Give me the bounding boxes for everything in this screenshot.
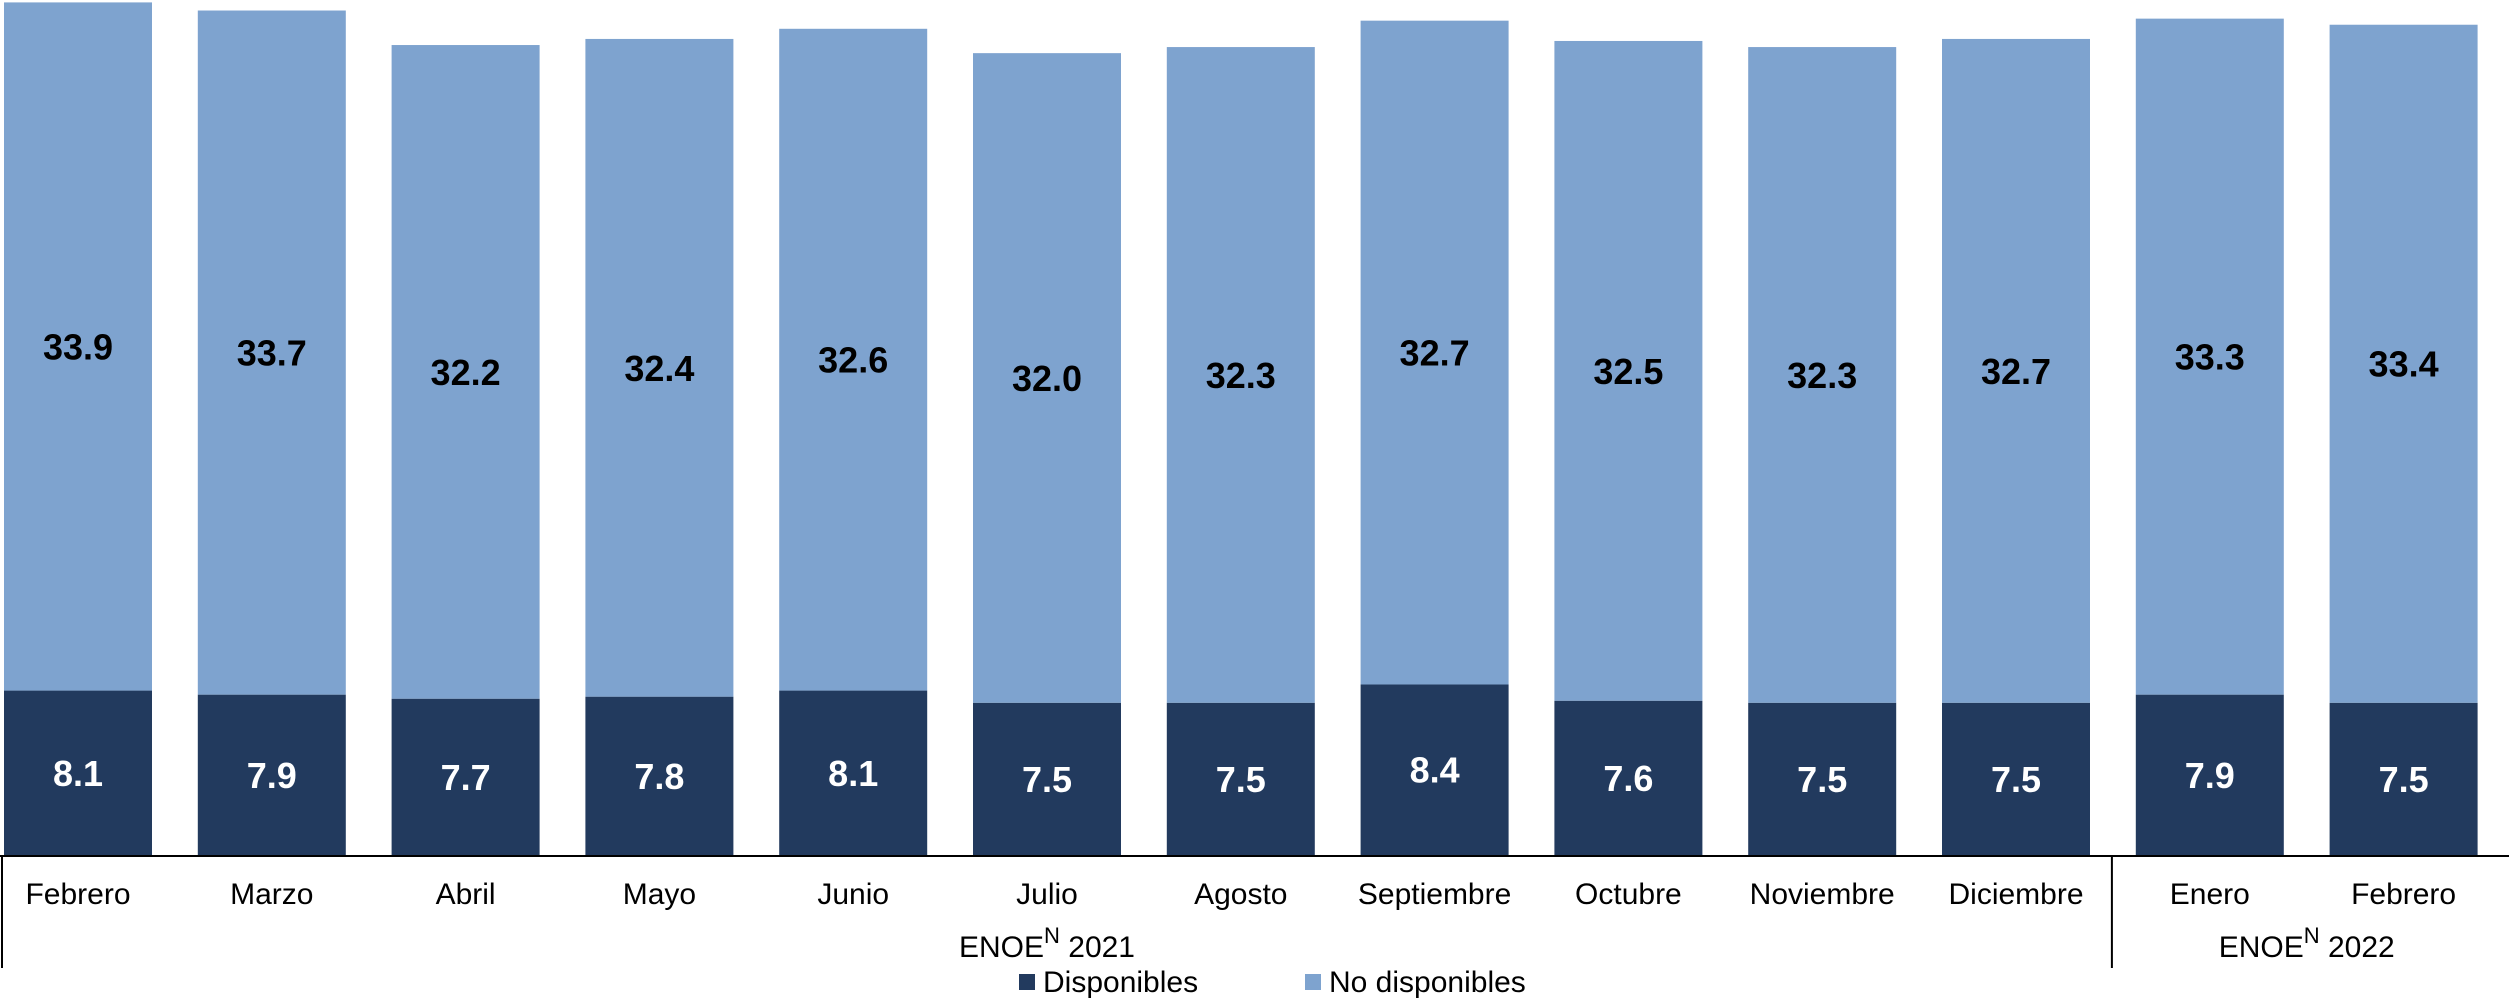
data-label-disponibles: 7.5 <box>2379 759 2429 800</box>
data-label-no-disponibles: 32.2 <box>431 352 501 393</box>
bar-disponibles <box>391 698 540 855</box>
x-tick-label: Noviembre <box>1750 878 1895 911</box>
x-tick-label: Junio <box>817 878 889 911</box>
data-label-disponibles: 8.1 <box>53 753 103 794</box>
bar-no-disponibles <box>197 10 346 695</box>
data-labels-layer: 8.1 33.9 7.9 33.7 7.7 32.2 7.8 32.4 8.1 32.6 7.5 32… <box>43 326 2439 799</box>
bar-no-disponibles <box>1360 20 1509 685</box>
data-label-no-disponibles: 32.0 <box>1012 358 1082 399</box>
x-tick-label: Abril <box>436 878 496 911</box>
bar-no-disponibles <box>1748 47 1897 703</box>
data-label-no-disponibles: 32.5 <box>1593 351 1663 392</box>
data-label-disponibles: 7.8 <box>634 756 684 797</box>
x-tick-label: Marzo <box>230 878 313 911</box>
data-label-no-disponibles: 33.7 <box>237 333 307 374</box>
data-label-disponibles: 7.5 <box>1797 759 1847 800</box>
bar-no-disponibles <box>2135 18 2284 695</box>
bar-no-disponibles <box>4 2 152 691</box>
x-tick-label: Febrero <box>2351 878 2456 911</box>
data-label-no-disponibles: 32.3 <box>1787 355 1857 396</box>
bar-disponibles <box>1554 700 1703 855</box>
data-label-disponibles: 7.5 <box>1216 759 1266 800</box>
x-tick-label: Mayo <box>623 878 696 911</box>
data-label-disponibles: 8.4 <box>1410 750 1460 791</box>
bar-disponibles <box>2135 694 2284 855</box>
data-label-no-disponibles: 32.7 <box>1981 351 2051 392</box>
bar-no-disponibles <box>1166 47 1315 703</box>
bars-layer <box>4 2 2478 855</box>
data-label-no-disponibles: 32.6 <box>818 340 888 381</box>
group-label: ENOEN 2022 <box>2219 923 2395 964</box>
x-tick-label: Enero <box>2170 878 2250 911</box>
data-label-no-disponibles: 33.3 <box>2175 337 2245 378</box>
legend-swatch <box>1019 974 1035 990</box>
x-tick-label: Agosto <box>1194 878 1287 911</box>
x-tick-label: Octubre <box>1575 878 1682 911</box>
bar-disponibles <box>1360 684 1509 855</box>
data-label-no-disponibles: 32.3 <box>1206 355 1276 396</box>
data-label-disponibles: 7.6 <box>1603 758 1653 799</box>
data-label-disponibles: 7.7 <box>441 757 491 798</box>
bar-no-disponibles <box>1554 40 1703 701</box>
bar-disponibles <box>1942 702 2090 855</box>
x-tick-label: Febrero <box>25 878 130 911</box>
bar-no-disponibles <box>973 53 1121 703</box>
bar-disponibles <box>4 690 152 855</box>
bar-disponibles <box>779 690 928 855</box>
legend-label: No disponibles <box>1329 966 1526 999</box>
data-label-disponibles: 8.1 <box>828 753 878 794</box>
group-label: ENOEN 2021 <box>959 923 1135 964</box>
bar-no-disponibles <box>2329 24 2478 703</box>
data-label-disponibles: 7.5 <box>1991 759 2041 800</box>
bar-disponibles <box>2329 702 2478 855</box>
data-label-disponibles: 7.5 <box>1022 759 1072 800</box>
data-label-no-disponibles: 32.7 <box>1400 333 1470 374</box>
bar-disponibles <box>1166 702 1315 855</box>
bar-no-disponibles <box>779 28 928 691</box>
legend-swatch <box>1305 974 1321 990</box>
x-tick-label: Julio <box>1016 878 1078 911</box>
data-label-disponibles: 7.9 <box>2185 755 2235 796</box>
legend-label: Disponibles <box>1043 966 1198 999</box>
bar-disponibles <box>197 694 346 855</box>
bar-disponibles <box>585 696 734 855</box>
bar-no-disponibles <box>391 45 540 699</box>
bar-disponibles <box>1748 702 1897 855</box>
x-tick-label: Diciembre <box>1948 878 2083 911</box>
x-tick-label: Septiembre <box>1358 878 1511 911</box>
x-axis: Febrero Marzo Abril Mayo Junio Julio Agosto Sep… <box>0 855 2509 968</box>
data-label-no-disponibles: 33.4 <box>2369 344 2439 385</box>
data-label-no-disponibles: 32.4 <box>624 348 694 389</box>
bar-no-disponibles <box>585 38 734 697</box>
legend: Disponibles No disponibles <box>1019 966 1526 999</box>
data-label-no-disponibles: 33.9 <box>43 326 113 367</box>
bar-no-disponibles <box>1942 38 2090 703</box>
data-label-disponibles: 7.9 <box>247 755 297 796</box>
bar-disponibles <box>973 702 1121 855</box>
